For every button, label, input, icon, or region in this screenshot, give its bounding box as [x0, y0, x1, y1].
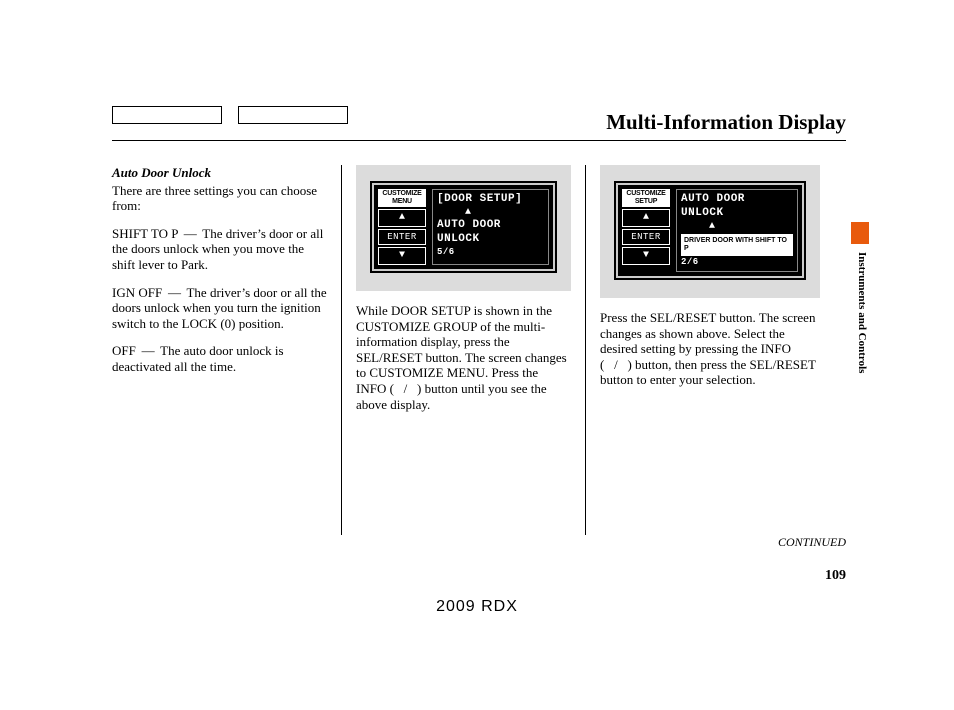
lcd-right-panel: AUTO DOOR UNLOCK ▲ DRIVER DOOR WITH SHIF… — [676, 189, 798, 272]
header-rule-2 — [238, 106, 348, 124]
down-arrow-icon: ▼ — [378, 247, 426, 265]
dash-icon: — — [165, 285, 183, 301]
setting-text: The auto door unlock is deactivated all … — [112, 343, 284, 374]
lcd-line-2: UNLOCK — [681, 208, 793, 220]
lcd-left-panel: CUSTOMIZE SETUP ▲ ENTER ▼ — [622, 189, 670, 272]
setting-off: OFF — The auto door unlock is deactivate… — [112, 343, 327, 374]
up-arrow-icon: ▲ — [378, 209, 426, 227]
lcd-left-header: CUSTOMIZE SETUP — [622, 189, 670, 207]
lcd-right-panel: [DOOR SETUP] ▲ AUTO DOOR UNLOCK 5/6 — [432, 189, 549, 265]
column-3: CUSTOMIZE SETUP ▲ ENTER ▼ AUTO DOOR UNLO… — [586, 165, 830, 535]
down-arrow-icon: ▼ — [622, 247, 670, 265]
enter-label: ENTER — [378, 229, 426, 245]
header-rule-boxes — [112, 106, 348, 124]
dash-icon: — — [181, 226, 199, 242]
dash-icon: — — [139, 343, 157, 359]
content-columns: Auto Door Unlock There are three setting… — [112, 165, 832, 535]
lcd-selection-box: DRIVER DOOR WITH SHIFT TO P — [681, 234, 793, 256]
setting-label: OFF — [112, 343, 136, 358]
lcd-line-3: UNLOCK — [437, 234, 544, 246]
lcd-counter: 5/6 — [437, 248, 544, 257]
lcd-illustration-1: CUSTOMIZE MENU ▲ ENTER ▼ [DOOR SETUP] ▲ … — [356, 165, 571, 291]
enter-label: ENTER — [622, 229, 670, 245]
page-title: Multi-Information Display — [606, 110, 846, 135]
lcd-arrow-up-icon: ▲ — [681, 222, 793, 232]
setting-shift-to-p: SHIFT TO P — The driver’s door or all th… — [112, 226, 327, 273]
setting-label: IGN OFF — [112, 285, 162, 300]
setting-label: SHIFT TO P — [112, 226, 178, 241]
intro-sentence: There are three settings you can choose … — [112, 183, 327, 214]
lcd-arrow-up-icon: ▲ — [437, 208, 544, 218]
continued-label: CONTINUED — [778, 535, 846, 550]
lcd-line-2: AUTO DOOR — [437, 220, 544, 232]
lcd-left-header: CUSTOMIZE MENU — [378, 189, 426, 207]
column-3-body: Press the SEL/RESET button. The screen c… — [600, 310, 820, 388]
lcd-line-1: [DOOR SETUP] — [437, 194, 544, 206]
lcd-screen: CUSTOMIZE SETUP ▲ ENTER ▼ AUTO DOOR UNLO… — [614, 181, 806, 280]
section-color-tab — [851, 222, 869, 244]
lcd-counter: 2/6 — [681, 258, 793, 267]
lcd-left-panel: CUSTOMIZE MENU ▲ ENTER ▼ — [378, 189, 426, 265]
column-2: CUSTOMIZE MENU ▲ ENTER ▼ [DOOR SETUP] ▲ … — [342, 165, 586, 535]
up-arrow-icon: ▲ — [622, 209, 670, 227]
header-divider — [112, 140, 846, 141]
footer-model-label: 2009 RDX — [0, 598, 954, 616]
document-page: Multi-Information Display Instruments an… — [0, 0, 954, 710]
section-label: Instruments and Controls — [856, 252, 868, 373]
setting-ign-off: IGN OFF — The driver’s door or all the d… — [112, 285, 327, 332]
header-rule-1 — [112, 106, 222, 124]
lcd-screen: CUSTOMIZE MENU ▲ ENTER ▼ [DOOR SETUP] ▲ … — [370, 181, 557, 273]
page-number: 109 — [825, 568, 846, 584]
column-1: Auto Door Unlock There are three setting… — [112, 165, 342, 535]
lcd-line-1: AUTO DOOR — [681, 194, 793, 206]
column-2-body: While DOOR SETUP is shown in the CUSTOMI… — [356, 303, 571, 412]
lcd-illustration-2: CUSTOMIZE SETUP ▲ ENTER ▼ AUTO DOOR UNLO… — [600, 165, 820, 298]
auto-door-unlock-heading: Auto Door Unlock — [112, 165, 327, 181]
